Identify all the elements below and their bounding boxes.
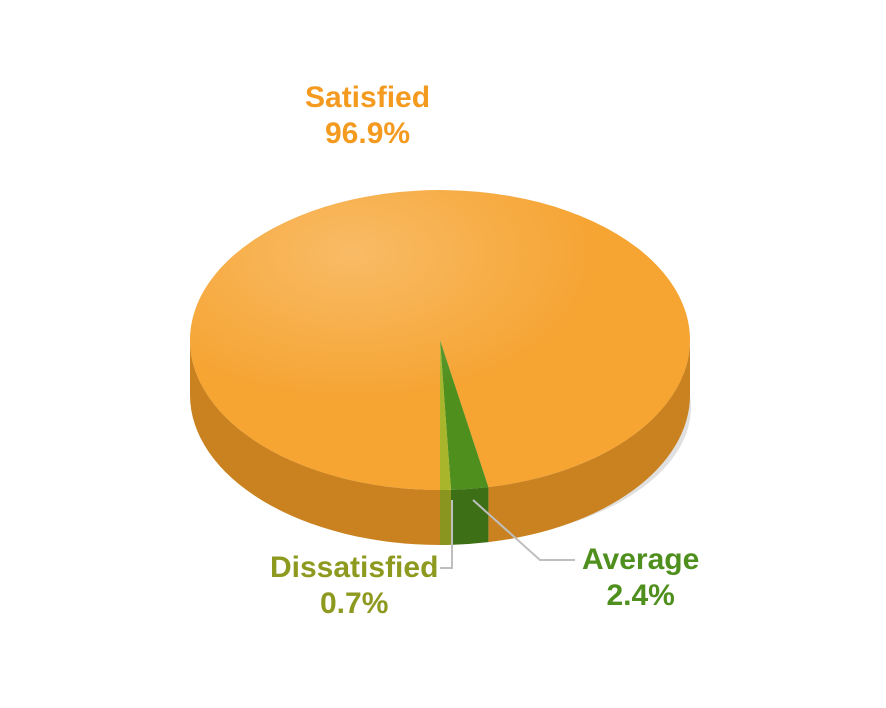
slice-name: Satisfied: [305, 80, 430, 116]
slice-value: 2.4%: [582, 578, 699, 614]
slice-value: 0.7%: [270, 586, 438, 622]
slice-label-satisfied: Satisfied 96.9%: [305, 80, 430, 152]
pie-chart-3d: Satisfied 96.9% Average 2.4% Dissatisfie…: [0, 0, 886, 708]
slice-label-dissatisfied: Dissatisfied 0.7%: [270, 550, 438, 622]
pie-svg: [0, 0, 886, 708]
slice-side-dissatisfied: [440, 490, 451, 545]
slice-side-average: [451, 487, 488, 545]
slice-value: 96.9%: [305, 116, 430, 152]
slice-label-average: Average 2.4%: [582, 542, 699, 614]
slice-name: Dissatisfied: [270, 550, 438, 586]
slice-name: Average: [582, 542, 699, 578]
